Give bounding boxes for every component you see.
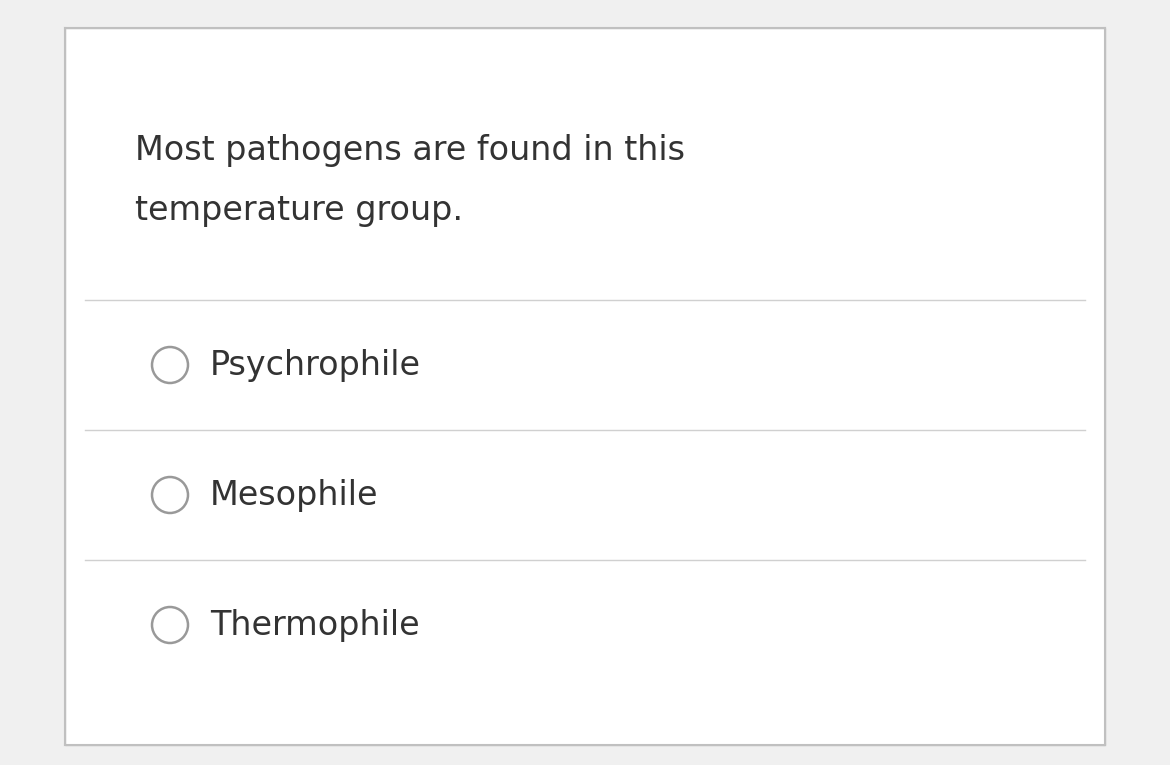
Circle shape (152, 347, 188, 383)
Text: temperature group.: temperature group. (135, 194, 463, 226)
Text: Most pathogens are found in this: Most pathogens are found in this (135, 134, 684, 167)
Bar (0, 0, 1170, 28)
Text: Thermophile: Thermophile (209, 608, 420, 642)
Circle shape (152, 607, 188, 643)
Text: Psychrophile: Psychrophile (209, 349, 421, 382)
Text: Mesophile: Mesophile (209, 478, 379, 512)
Circle shape (152, 477, 188, 513)
Bar (66, 28, 1104, 745)
